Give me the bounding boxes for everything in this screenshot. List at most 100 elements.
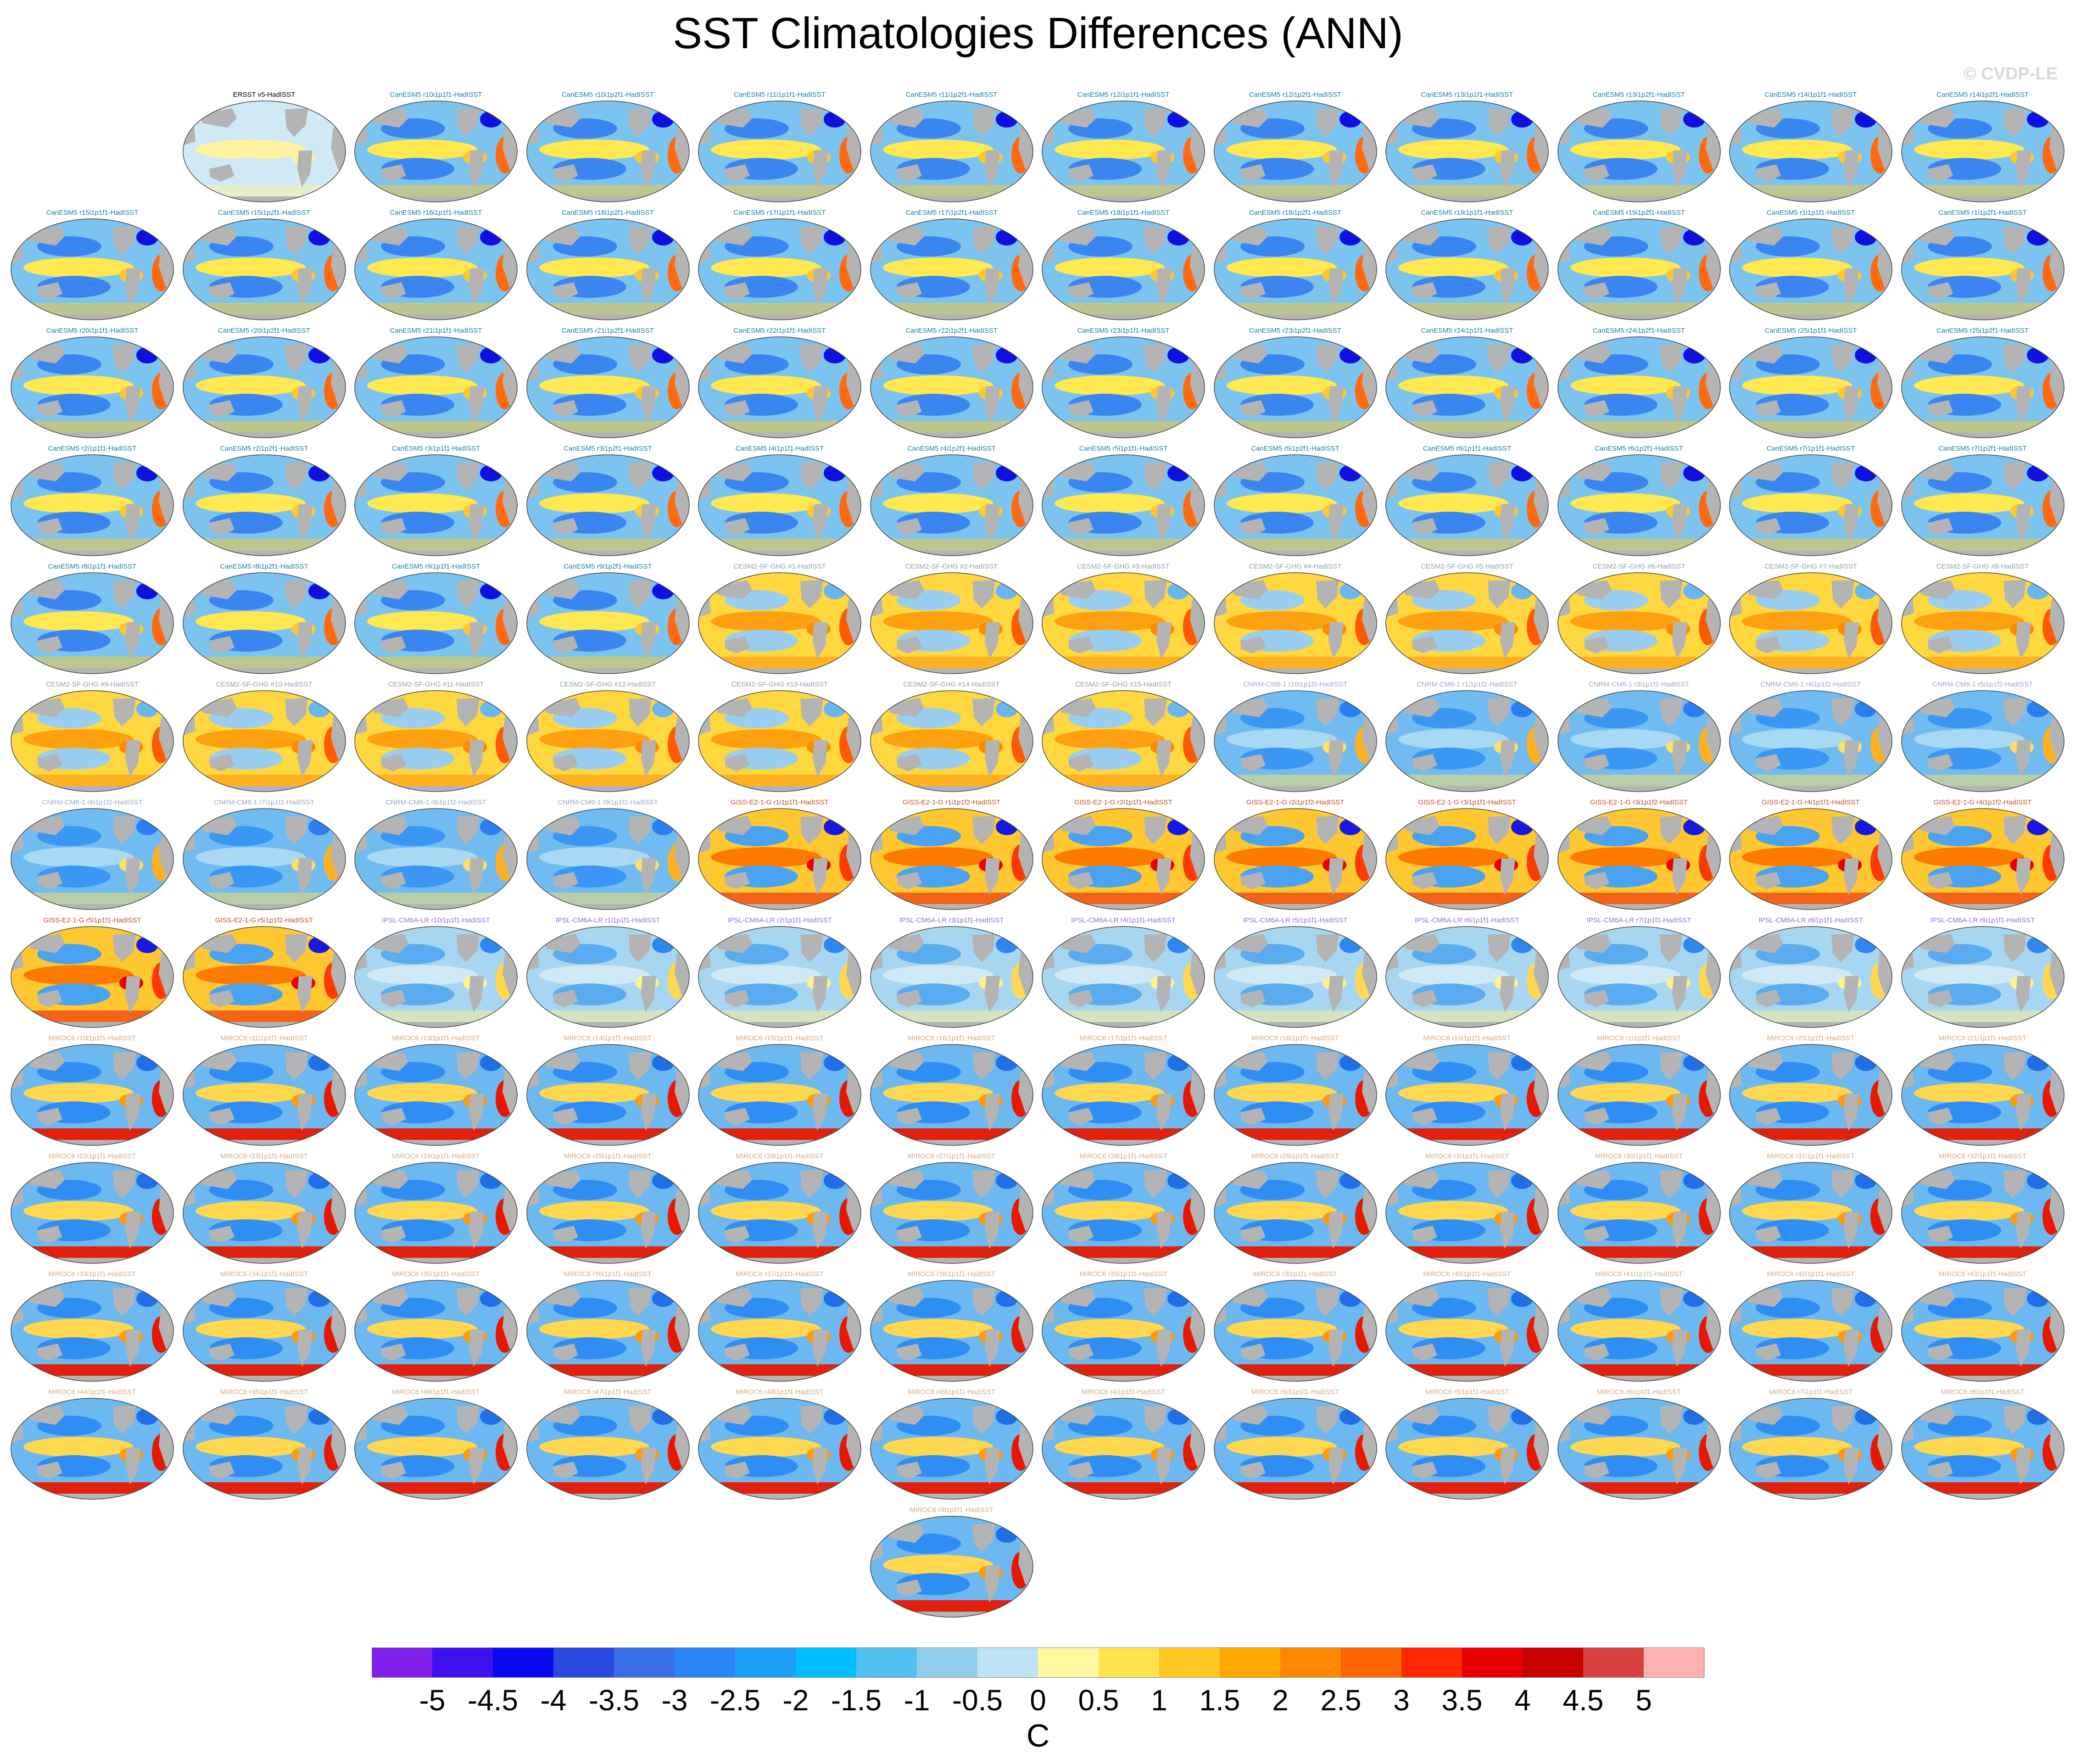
map-panel: CNRM-CM6-1 r8i1p1f2-HadISST	[350, 798, 522, 913]
panel-label: MIROC6 r18i1p1f1-HadISST	[1251, 1034, 1339, 1042]
tropical-anomaly	[882, 493, 993, 514]
panel-label: CNRM-CM6-1 r9i1p1f2-HadISST	[557, 798, 659, 806]
map-body	[526, 219, 689, 320]
map-outline	[1901, 690, 2065, 792]
map-svg	[1557, 926, 1721, 1028]
map-svg	[1729, 336, 1892, 438]
land-west-edge	[698, 352, 711, 382]
land-australia	[37, 1462, 62, 1479]
land-west-edge	[1730, 1178, 1742, 1207]
land-australia	[1412, 164, 1437, 182]
map-panel: IPSL-CM6A-LR r7i1p1f1-HadISST	[1553, 916, 1725, 1031]
panel-label: CanESM5 r17i1p2f1-HadISST	[905, 209, 998, 217]
map-body	[698, 1280, 861, 1381]
land-australia	[1240, 400, 1266, 418]
panel-label: MIROC6 r19i1p1f1-HadISST	[1423, 1034, 1511, 1042]
panel-label: MIROC6 r24i1p1f1-HadISST	[392, 1152, 480, 1160]
map-panel: CanESM5 r15i1p1f1-HadISST	[6, 209, 178, 324]
tropical-anomaly	[539, 375, 649, 396]
land-north-america	[1659, 698, 1683, 726]
land-north-america	[113, 344, 136, 373]
tropical-anomaly	[1914, 1437, 2024, 1457]
land-west-edge	[1214, 470, 1227, 500]
map-outline	[182, 100, 346, 202]
map-body	[698, 101, 861, 202]
land-south-america	[125, 740, 140, 777]
panel-label: MIROC6 r23i1p1f1-HadISST	[220, 1152, 308, 1160]
land-south-america	[2015, 1448, 2031, 1485]
map-panel: MIROC6 r11i1p1f1-HadISST	[179, 1034, 350, 1149]
land-south-america	[641, 1212, 656, 1249]
land-australia	[725, 636, 750, 653]
land-west-edge	[11, 470, 23, 500]
tropical-anomaly	[23, 1083, 134, 1103]
panel-label: CanESM5 r24i1p1f1-HadISST	[1421, 327, 1513, 335]
map-body	[1901, 809, 2064, 910]
map-outline	[1557, 218, 1721, 320]
map-body	[1557, 219, 1720, 320]
land-australia	[381, 990, 406, 1007]
map-body	[355, 219, 517, 320]
land-australia	[1756, 872, 1781, 889]
map-svg	[1213, 1280, 1377, 1382]
colorbar-segment	[977, 1647, 1038, 1678]
panel-label: CanESM5 r23i1p1f1-HadISST	[1077, 327, 1170, 335]
land-north-america	[2003, 226, 2026, 255]
map-panel: MIROC6 r24i1p1f1-HadISST	[350, 1152, 522, 1267]
land-west-edge	[355, 942, 367, 971]
land-australia	[725, 518, 750, 536]
land-australia	[1756, 1344, 1781, 1361]
land-north-america	[628, 1052, 652, 1080]
land-north-america	[1144, 1406, 1167, 1434]
land-west-edge	[698, 234, 711, 264]
colorbar-tick-label: 0.5	[1078, 1684, 1119, 1717]
land-australia	[1240, 636, 1266, 653]
tropical-anomaly	[1398, 257, 1508, 278]
map-panel: MIROC6 r22i1p1f1-HadISST	[6, 1152, 178, 1267]
panel-label: CanESM5 r21i1p2f1-HadISST	[562, 327, 654, 335]
map-svg	[1557, 808, 1721, 910]
map-outline	[1385, 454, 1549, 556]
land-australia	[1584, 636, 1609, 653]
panel-label: CNRM-CM6-1 r5i1p1f2-HadISST	[1932, 681, 2033, 688]
map-body	[1386, 1162, 1548, 1263]
map-panel: MIROC6 r23i1p1f1-HadISST	[179, 1152, 350, 1267]
land-west-edge	[183, 942, 195, 971]
map-panel: CanESM5 r17i1p1f1-HadISST	[694, 209, 865, 324]
map-outline	[1729, 100, 1892, 202]
map-panel: CESM2-SF-GHG #10-HadISST	[179, 681, 350, 795]
land-north-america	[457, 1170, 480, 1198]
panel-label: MIROC6 r36i1p1f1-HadISST	[564, 1270, 652, 1278]
tropical-anomaly	[539, 965, 649, 985]
map-outline	[1557, 454, 1721, 556]
map-body	[1730, 573, 1892, 674]
map-svg	[1901, 572, 2065, 674]
map-panel: CanESM5 r7i1p1f1-HadISST	[1725, 445, 1897, 559]
panel-label: MIROC6 r7i1p1f1-HadISST	[1769, 1388, 1853, 1396]
panel-label: CESM2-SF-GHG #12-HadISST	[559, 681, 656, 688]
land-west-edge	[526, 470, 539, 500]
land-west-edge	[1214, 352, 1227, 382]
colorbar-segment	[432, 1647, 493, 1678]
map-svg	[1042, 808, 1205, 910]
land-north-america	[972, 462, 995, 491]
land-australia	[1756, 636, 1781, 653]
panel-label: MIROC6 r8i1p1f1-HadISST	[1941, 1388, 2025, 1396]
map-panel: CNRM-CM6-1 r7i1p1f2-HadISST	[179, 798, 350, 913]
map-body	[1042, 809, 1205, 910]
land-south-america	[469, 976, 484, 1013]
map-body	[1042, 573, 1205, 674]
land-south-america	[1500, 1212, 1515, 1249]
map-panel: MIROC6 r49i1p1f1-HadISST	[866, 1388, 1038, 1503]
land-south-america	[1672, 504, 1687, 541]
map-panel: CESM2-SF-GHG #13-HadISST	[694, 681, 865, 795]
map-panel: CanESM5 r14i1p2f1-HadISST	[1897, 91, 2069, 206]
land-west-edge	[1042, 942, 1055, 971]
land-south-america	[1328, 858, 1344, 895]
tropical-anomaly	[882, 729, 993, 749]
colorbar-segment	[1462, 1647, 1523, 1678]
land-west-edge	[698, 1413, 711, 1443]
map-panel: MIROC6 r8i1p1f1-HadISST	[1897, 1388, 2069, 1503]
map-outline	[182, 218, 346, 320]
land-south-america	[2015, 386, 2031, 423]
